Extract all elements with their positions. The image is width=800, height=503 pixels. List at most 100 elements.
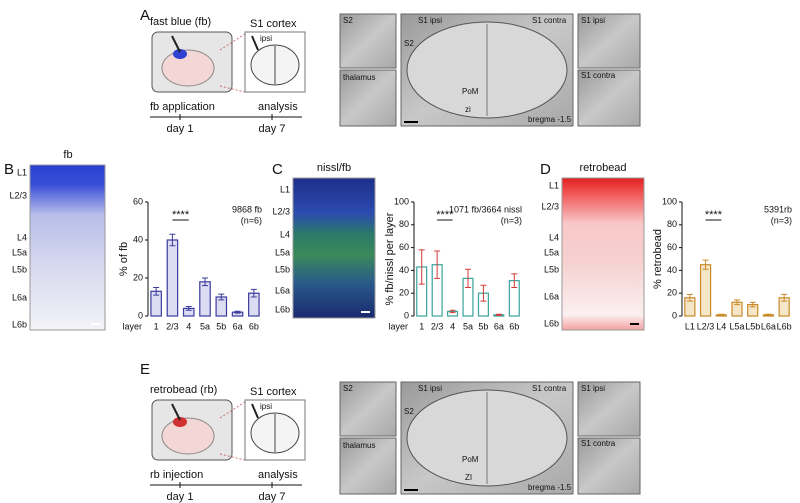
y-tick-label: 40: [399, 265, 409, 275]
annotation: 9868 fb: [232, 204, 262, 214]
image-label: S2: [404, 39, 414, 48]
error-bar: [465, 268, 471, 288]
bar: [199, 281, 211, 317]
micrograph: [577, 13, 641, 69]
mouse-head: [161, 417, 215, 455]
y-tick-label: 0: [672, 310, 677, 320]
x-tick-label: L5a: [729, 321, 744, 331]
error-bar: [250, 288, 257, 298]
x-tick-label: 2/3: [166, 321, 179, 331]
y-tick-label: 20: [399, 288, 409, 298]
layer-label: L5b: [275, 264, 290, 274]
needle: [251, 35, 259, 51]
x-tick-label: 4: [450, 321, 455, 331]
error-bar: [765, 313, 772, 316]
panel-label: A: [140, 7, 150, 24]
needle: [251, 403, 259, 419]
image-label: S1 contra: [581, 71, 616, 80]
error-bar: [749, 301, 756, 308]
error-bar: [218, 293, 225, 301]
x-tick-label: L5b: [745, 321, 760, 331]
annotation: (n=3): [771, 215, 792, 225]
image-label: S2: [343, 16, 353, 25]
image-label: S2: [343, 384, 353, 393]
layer-label: L2/3: [272, 206, 290, 216]
error-bar: [718, 313, 725, 316]
layer-label: L6b: [12, 319, 27, 329]
image-label: S1 ipsi: [581, 16, 605, 25]
needle: [171, 403, 181, 421]
x-tick-label: 4: [186, 321, 191, 331]
x-tick-label: 5b: [478, 321, 488, 331]
error-bar: [169, 233, 176, 247]
micrograph: [577, 69, 641, 127]
y-axis-label: % of fb: [118, 242, 130, 276]
x-tick-label: 2/3: [431, 321, 444, 331]
error-bar: [202, 277, 208, 287]
annotation: (n=3): [501, 215, 522, 225]
bar: [699, 264, 712, 317]
y-tick-label: 80: [399, 219, 409, 229]
significance-label: ****: [172, 209, 190, 221]
micrograph: [577, 437, 641, 495]
day-label: day 1: [167, 123, 194, 135]
y-tick-label: 0: [404, 310, 409, 320]
side-label: ipsi: [260, 34, 272, 43]
y-tick-label: 100: [394, 196, 409, 206]
day-label: day 1: [167, 491, 194, 503]
image-label: thalamus: [343, 73, 375, 82]
layer-label: L1: [549, 180, 559, 190]
layer-label: L2/3: [541, 201, 559, 211]
micrograph: [292, 177, 376, 319]
annotation: 5391rb: [764, 204, 792, 214]
image-label: S2: [404, 407, 414, 416]
image-label: PoM: [462, 87, 479, 96]
layer-label: L5a: [12, 247, 27, 257]
y-axis-label: % retrobead: [652, 229, 664, 289]
injection-site: [173, 49, 187, 59]
tracer-label: fast blue (fb): [150, 16, 211, 28]
guide: [219, 33, 246, 51]
error-bar: [511, 273, 518, 288]
x-tick-label: L6a: [761, 321, 776, 331]
mouse-head: [161, 49, 215, 87]
x-tick-label: 1: [419, 321, 424, 331]
x-tick-label: L6b: [777, 321, 792, 331]
x-tick-label: L2/3: [697, 321, 715, 331]
y-tick-label: 0: [138, 310, 143, 320]
timeline-step: analysis: [258, 469, 298, 481]
x-tick-label: 1: [154, 321, 159, 331]
panel-label: B: [4, 161, 14, 178]
target-label: S1 cortex: [250, 386, 297, 398]
y-tick-label: 20: [133, 272, 143, 282]
timeline-step: analysis: [258, 101, 298, 113]
timeline-step: fb application: [150, 101, 215, 113]
error-bar: [418, 249, 425, 285]
micrograph: [339, 13, 397, 69]
day-label: day 7: [259, 123, 286, 135]
guide: [219, 85, 246, 93]
annotation: 1071 fb/3664 nissl: [449, 204, 522, 214]
error-bar: [495, 313, 502, 316]
x-tick-label: 5b: [216, 321, 226, 331]
y-tick-label: 40: [133, 234, 143, 244]
x-tick-label: 5a: [200, 321, 210, 331]
y-tick-label: 100: [662, 196, 677, 206]
annotation: (n=6): [241, 215, 262, 225]
image-label: bregma -1.5: [528, 483, 572, 492]
layer-label: L4: [280, 229, 290, 239]
layer-label: L5b: [544, 264, 559, 274]
day-label: day 7: [259, 491, 286, 503]
micrograph: [339, 437, 397, 495]
x-tick-label: L1: [685, 321, 695, 331]
image-label: S1 contra: [532, 16, 567, 25]
layer-label: L4: [17, 232, 27, 242]
layer-label: L5a: [544, 247, 559, 257]
x-axis-label: layer: [122, 321, 142, 331]
micrograph-title: fb: [63, 149, 72, 161]
layer-label: L6b: [544, 318, 559, 328]
error-bar: [734, 299, 740, 306]
error-bar: [702, 259, 709, 270]
error-bar: [449, 309, 456, 314]
